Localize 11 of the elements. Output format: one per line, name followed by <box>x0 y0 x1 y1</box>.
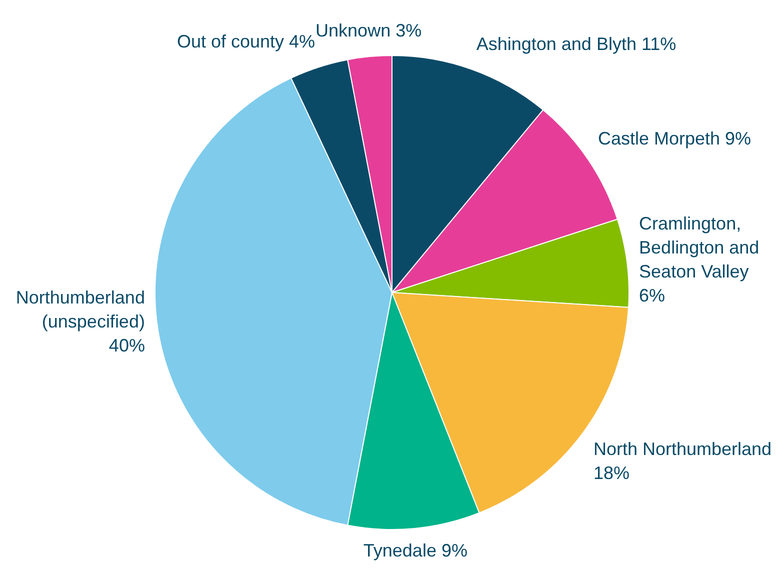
slice-label: North Northumberland <box>593 438 772 459</box>
data-label: 40% <box>108 336 145 356</box>
slice-label: Northumberland (unspecified) <box>16 288 145 332</box>
slice-label: Out of county 4% <box>176 32 316 52</box>
slice-label: Tynedale 9% <box>363 540 468 560</box>
slice-label: Ashington and Blyth 11% <box>476 34 676 54</box>
data-label: 6% <box>639 285 666 306</box>
slice-label: Unknown 3% <box>316 20 422 41</box>
slice-label: Cramlington, Bedlington and Seaton Valley <box>639 213 760 282</box>
slice-label: Castle Morpeth 9% <box>598 128 752 149</box>
data-label: 18% <box>593 462 630 483</box>
